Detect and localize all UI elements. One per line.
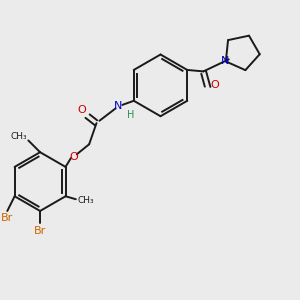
Text: O: O <box>210 80 219 90</box>
Text: Br: Br <box>1 213 13 223</box>
Text: CH₃: CH₃ <box>78 196 94 205</box>
Text: O: O <box>77 105 86 115</box>
Text: N: N <box>221 56 229 66</box>
Text: N: N <box>114 101 123 111</box>
Text: O: O <box>69 152 78 162</box>
Text: CH₃: CH₃ <box>11 132 27 141</box>
Text: H: H <box>127 110 135 121</box>
Text: Br: Br <box>34 226 46 236</box>
